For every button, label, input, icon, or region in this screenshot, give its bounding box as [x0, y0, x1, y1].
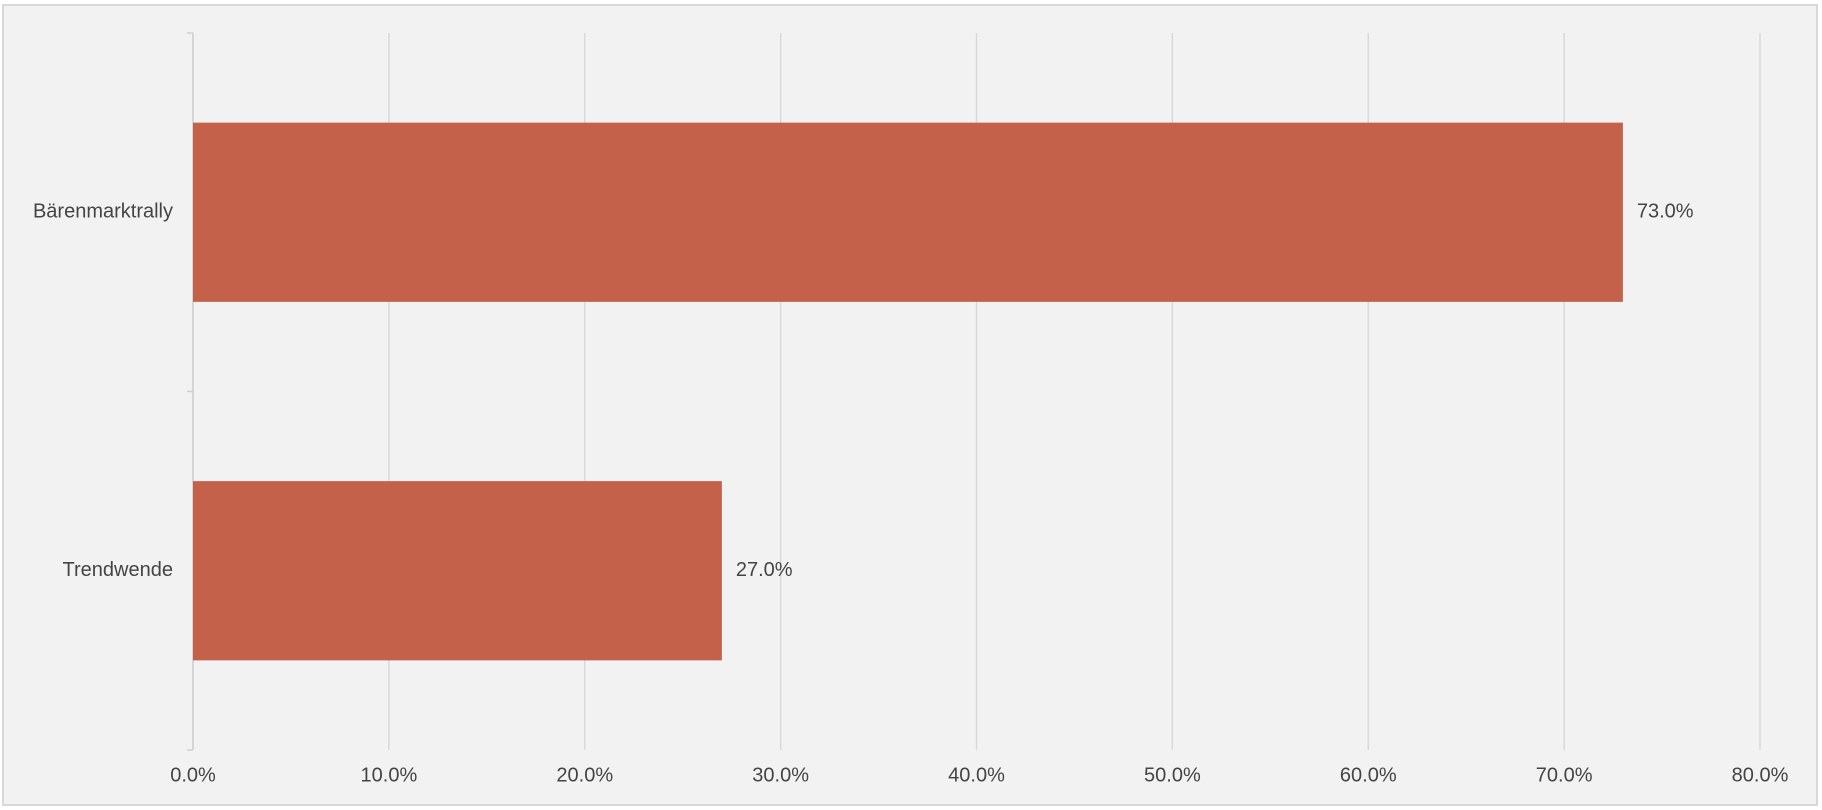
data-label: 73.0% — [1637, 201, 1694, 223]
x-tick-label: 60.0% — [1340, 764, 1397, 786]
y-tick-label: Trendwende — [63, 559, 173, 581]
x-tick-label: 40.0% — [948, 764, 1005, 786]
bar — [193, 122, 1623, 302]
x-tick-label: 70.0% — [1536, 764, 1593, 786]
y-tick-label: Bärenmarktrally — [33, 201, 173, 223]
data-label: 27.0% — [736, 559, 793, 581]
x-tick-label: 20.0% — [556, 764, 613, 786]
x-tick-label: 80.0% — [1732, 764, 1789, 786]
bar — [193, 481, 722, 661]
x-tick-label: 50.0% — [1144, 764, 1201, 786]
x-tick-label: 0.0% — [170, 764, 216, 786]
x-tick-label: 30.0% — [752, 764, 809, 786]
x-tick-label: 10.0% — [361, 764, 418, 786]
